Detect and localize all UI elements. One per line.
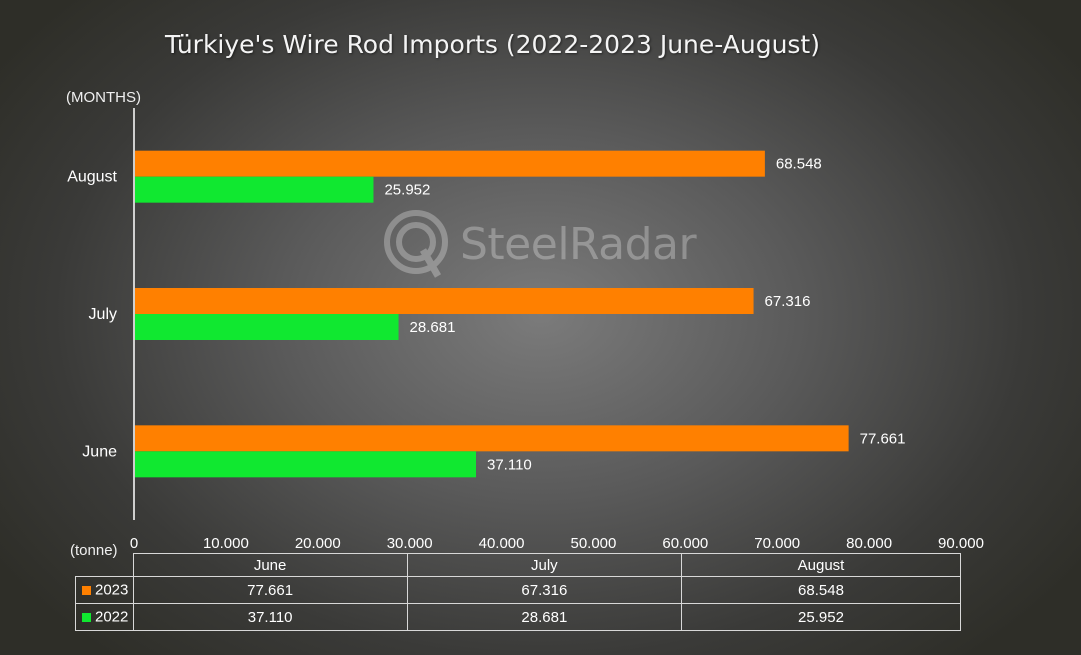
table-header-june: June: [132, 553, 408, 577]
table-header-august: August: [680, 553, 962, 577]
data-label-2022-august: 25.952: [384, 182, 430, 199]
category-label-july: July: [89, 306, 117, 323]
table-row-2023: 2023 77.661 67.316 68.548: [75, 576, 962, 604]
table-corner: [75, 553, 134, 577]
watermark-text: SteelRadar: [460, 218, 697, 270]
data-label-2023-july: 67.316: [765, 293, 811, 310]
table-series-2023: 2023: [75, 576, 134, 604]
table-row-2022: 2022 37.110 28.681 25.952: [75, 603, 962, 631]
x-tick-label: 90.000: [938, 535, 984, 552]
table-cell: 67.316: [406, 576, 682, 604]
x-tick-label: 80.000: [846, 535, 892, 552]
x-tick-label: 50.000: [570, 535, 616, 552]
bar-2023-august: [135, 150, 765, 177]
legend-swatch-2023: [82, 585, 91, 595]
data-label-2022-june: 37.110: [487, 456, 532, 473]
legend-swatch-2022: [82, 612, 91, 622]
table-cell: 25.952: [680, 603, 962, 631]
bar-2023-july: [135, 288, 754, 314]
x-tick-label: 30.000: [387, 535, 433, 552]
x-tick-label: 20.000: [295, 535, 341, 552]
bar-2022-july: [135, 314, 399, 340]
bar-2022-august: [135, 176, 374, 203]
data-label-2023-june: 77.661: [860, 430, 906, 447]
table-cell: 37.110: [132, 603, 408, 631]
table-series-2022: 2022: [75, 603, 134, 631]
x-tick-label: 0: [130, 535, 138, 552]
table-header-july: July: [406, 553, 682, 577]
data-table: June July August 2023 77.661 67.316 68.5…: [75, 553, 962, 631]
data-label-2023-august: 68.548: [776, 156, 822, 173]
table-cell: 77.661: [132, 576, 408, 604]
category-label-june: June: [82, 443, 117, 460]
table-cell: 68.548: [680, 576, 962, 604]
x-tick-label: 10.000: [203, 535, 249, 552]
data-label-2022-july: 28.681: [410, 319, 456, 336]
steelradar-watermark: SteelRadar: [382, 206, 697, 282]
table-cell: 28.681: [406, 603, 682, 631]
bar-2023-june: [135, 425, 849, 452]
y-axis-label: (MONTHS): [66, 89, 141, 106]
x-tick-label: 70.000: [754, 535, 800, 552]
chart-title: Türkiye's Wire Rod Imports (2022-2023 Ju…: [164, 30, 820, 59]
table-header-row: June July August: [75, 553, 962, 577]
legend-label-2023: 2023: [95, 581, 129, 599]
x-tick-label: 60.000: [662, 535, 708, 552]
bar-2022-june: [135, 451, 476, 478]
steelradar-logo-icon: [384, 210, 448, 278]
category-label-august: August: [67, 169, 117, 186]
x-tick-label: 40.000: [479, 535, 525, 552]
legend-label-2022: 2022: [95, 608, 129, 626]
